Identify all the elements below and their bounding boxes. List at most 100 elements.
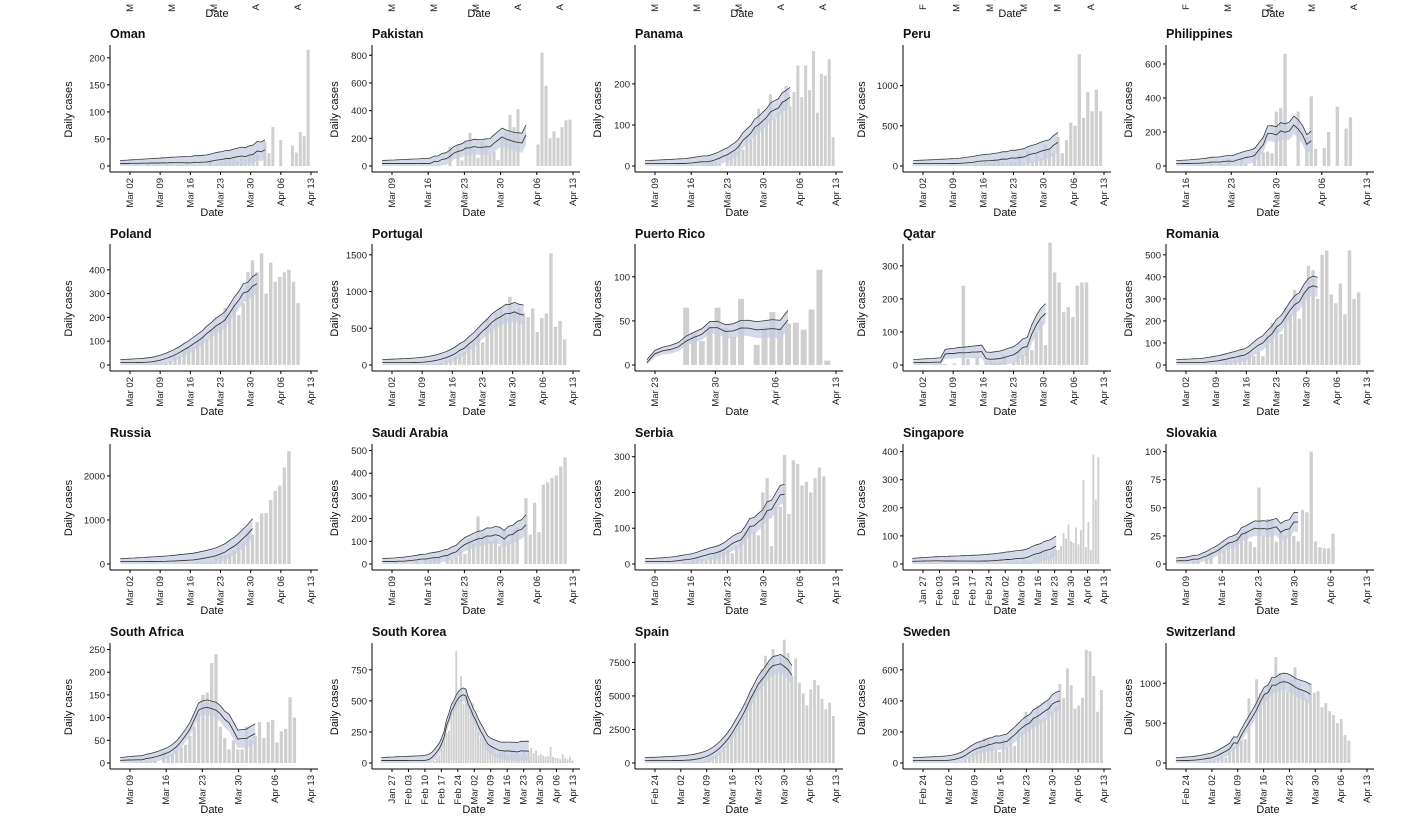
bar bbox=[498, 546, 501, 564]
bar bbox=[1071, 317, 1074, 365]
bar bbox=[1324, 703, 1327, 763]
bar bbox=[227, 749, 230, 763]
bar-series bbox=[150, 253, 299, 365]
bar bbox=[545, 757, 547, 763]
bar bbox=[180, 747, 183, 763]
y-tick-label: 400 bbox=[1145, 272, 1161, 283]
bar bbox=[542, 485, 545, 564]
x-tick-label: Feb 24 bbox=[650, 775, 661, 805]
bar bbox=[802, 693, 805, 763]
bar bbox=[536, 332, 539, 365]
bar bbox=[260, 513, 263, 564]
y-axis-label: Daily cases bbox=[63, 81, 75, 138]
bar bbox=[1357, 292, 1360, 365]
top-strip-tick-label: M bbox=[650, 4, 661, 12]
x-tick-label: Apr 06 bbox=[276, 377, 287, 405]
x-tick-label: Apr 06 bbox=[276, 576, 287, 604]
bar bbox=[255, 522, 258, 564]
x-tick-label: Mar 16 bbox=[423, 576, 434, 606]
y-axis-label: Daily cases bbox=[63, 678, 75, 735]
y-tick-label: 500 bbox=[351, 446, 367, 457]
bar bbox=[1249, 542, 1252, 564]
bar bbox=[438, 756, 440, 763]
x-tick-label: Mar 09 bbox=[155, 178, 166, 208]
bar bbox=[816, 113, 819, 166]
bar bbox=[556, 138, 559, 166]
x-axis-label: Date bbox=[200, 605, 223, 617]
bar bbox=[761, 492, 764, 564]
bar bbox=[809, 492, 812, 564]
panel-title: Sweden bbox=[903, 625, 950, 639]
x-tick-label: Mar 23 bbox=[1253, 576, 1264, 606]
y-tick-label: 1000 bbox=[1140, 679, 1161, 690]
y-tick-label: 300 bbox=[89, 289, 105, 300]
x-tick-label: Mar 09 bbox=[417, 377, 428, 407]
x-tick-label: Mar 30 bbox=[508, 377, 519, 407]
x-tick-label: Apr 13 bbox=[1099, 377, 1110, 405]
y-tick-label: 0 bbox=[1156, 560, 1161, 571]
x-tick-label: Apr 13 bbox=[568, 377, 579, 405]
panel-title: Poland bbox=[110, 227, 152, 241]
bar bbox=[550, 747, 552, 763]
panel-title: Qatar bbox=[903, 227, 936, 241]
x-axis-label: Date bbox=[1256, 207, 1279, 219]
bar bbox=[804, 65, 807, 166]
panel-title: South Africa bbox=[110, 625, 185, 639]
bar bbox=[1086, 92, 1089, 166]
x-tick-label: Mar 16 bbox=[1259, 775, 1270, 805]
y-tick-label: 100 bbox=[614, 524, 630, 535]
y-tick-label: 400 bbox=[351, 469, 367, 480]
bar bbox=[1334, 303, 1337, 365]
bar bbox=[269, 263, 272, 365]
bar bbox=[998, 752, 1001, 763]
x-axis-label: Date bbox=[725, 207, 748, 219]
x-tick-label: Mar 23 bbox=[722, 576, 733, 606]
bar bbox=[820, 74, 823, 166]
bar bbox=[564, 120, 567, 166]
x-tick-label: Mar 02 bbox=[469, 775, 480, 805]
bar bbox=[813, 680, 816, 763]
bar bbox=[1261, 356, 1264, 365]
bar bbox=[1058, 550, 1060, 564]
bar bbox=[283, 272, 286, 365]
bar bbox=[1348, 250, 1351, 365]
x-tick-label: Mar 16 bbox=[996, 775, 1007, 805]
y-tick-label: 200 bbox=[89, 313, 105, 324]
x-axis-label: Date bbox=[725, 406, 748, 418]
bar bbox=[293, 718, 296, 763]
bar bbox=[542, 756, 544, 763]
bar bbox=[446, 733, 448, 763]
y-tick-label: 100 bbox=[89, 337, 105, 348]
y-tick-label: 150 bbox=[89, 690, 105, 701]
x-tick-label: Mar 16 bbox=[185, 377, 196, 407]
bar bbox=[295, 152, 298, 166]
bar bbox=[777, 113, 780, 166]
bar bbox=[1087, 522, 1089, 564]
y-tick-label: 75 bbox=[1150, 475, 1161, 486]
x-tick-label: Mar 09 bbox=[650, 178, 661, 208]
bar-series bbox=[1192, 452, 1335, 564]
top-strip-tick-label: M bbox=[1307, 4, 1318, 12]
x-tick-label: Apr 06 bbox=[532, 178, 543, 206]
x-tick-label: Feb 24 bbox=[984, 576, 995, 606]
bar bbox=[1275, 542, 1278, 564]
top-strip-x-axis-label: Date bbox=[998, 8, 1021, 20]
x-tick-label: Jan 27 bbox=[387, 775, 398, 804]
panel-title: Singapore bbox=[903, 426, 964, 440]
bar bbox=[1296, 542, 1299, 564]
bar bbox=[1030, 350, 1033, 365]
bar bbox=[492, 151, 495, 166]
bar bbox=[1282, 679, 1285, 763]
y-tick-label: 400 bbox=[351, 106, 367, 117]
bar bbox=[184, 745, 187, 763]
bar bbox=[1068, 525, 1070, 564]
y-tick-label: 200 bbox=[351, 134, 367, 145]
bar bbox=[1006, 747, 1009, 763]
bar bbox=[540, 754, 542, 763]
bar bbox=[1080, 530, 1082, 564]
y-tick-label: 400 bbox=[89, 265, 105, 276]
x-axis-label: Date bbox=[200, 406, 223, 418]
bar bbox=[271, 127, 274, 166]
